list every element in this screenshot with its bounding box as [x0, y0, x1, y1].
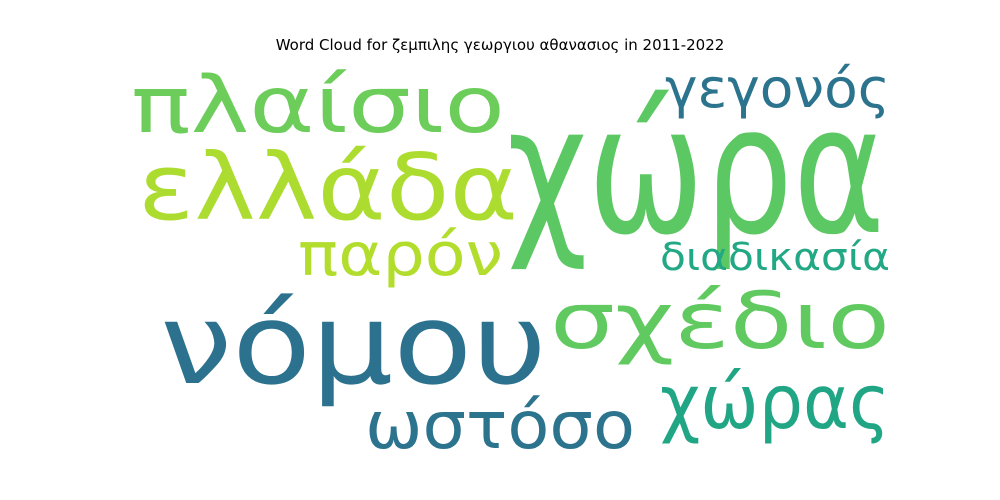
word-10: διαδικασία [660, 235, 890, 279]
word-1: χώρα [507, 67, 885, 274]
word-2: νόμου [160, 280, 547, 410]
word-7: ωστόσο [365, 387, 635, 464]
word-8: παρόν [298, 220, 503, 290]
word-9: γεγονός [665, 57, 890, 120]
chart-title: Word Cloud for ζεμπιλης γεωργιου αθανασι… [275, 36, 725, 54]
word-3: ελλάδα [138, 134, 518, 241]
word-5: σχέδιο [550, 277, 890, 367]
word-6: χώρας [660, 358, 890, 446]
word-4: πλαίσιο [131, 61, 505, 151]
